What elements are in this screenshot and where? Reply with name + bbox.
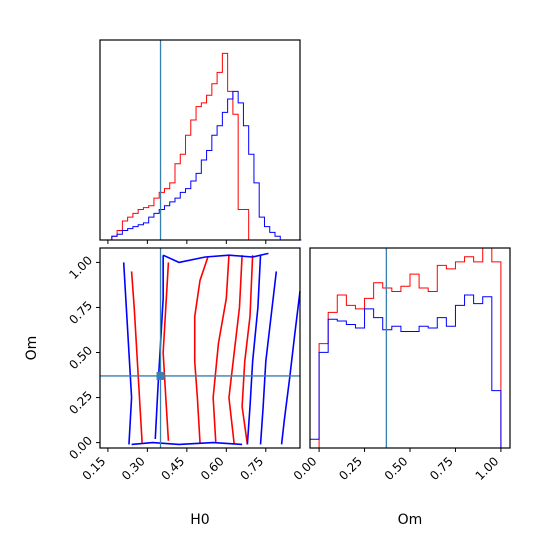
contour-series-0-line-3: [193, 256, 209, 443]
contour-ytick-label-2: 0.50: [66, 343, 95, 372]
contour-series-0-line-4: [162, 262, 170, 441]
om-hist-series-0: [310, 247, 510, 449]
contour-series-0-line-5: [130, 271, 143, 443]
truth-marker: [156, 371, 165, 380]
h0-hist-series-1: [101, 90, 302, 241]
h0-hist-series-0: [101, 52, 302, 241]
om-histogram-panel: 0.00 0.25 0.50 0.75 1.00 Om: [291, 247, 511, 528]
om-hist-xtick-label-2: 0.50: [382, 454, 411, 483]
contour-frame: [99, 247, 301, 449]
contour-series-0-line-1: [228, 255, 243, 445]
contour-series-1-line-6: [131, 441, 243, 446]
om-hist-axis-title: Om: [398, 512, 423, 528]
contour-ytick-label-4: 1.00: [66, 253, 95, 282]
contour-ytick-label-1: 0.25: [66, 388, 95, 417]
contour-series-1-line-2: [246, 255, 262, 445]
contour-xtick-label-0: 0.15: [80, 454, 109, 483]
contour-xtick-label-1: 0.30: [119, 454, 148, 483]
h0-axis-title: H0: [190, 512, 209, 528]
h0-hist-frame: [99, 39, 301, 241]
om-hist-series-1: [309, 294, 510, 449]
contour-xtick-label-3: 0.60: [198, 454, 227, 483]
h0-om-contour-panel: 0.15 0.30 0.45 0.60 0.75 0.00 0.25 0.50 0.75 1.00…: [24, 247, 301, 528]
om-hist-xtick-label-4: 1.00: [473, 454, 502, 483]
om-hist-xtick-label-1: 0.25: [336, 454, 365, 483]
contour-series-1-line-4: [154, 255, 164, 440]
contour-ytick-label-3: 0.75: [66, 298, 95, 327]
om-hist-xtick-label-3: 0.75: [427, 454, 456, 483]
h0-histogram-panel: [99, 39, 302, 244]
contour-series-1-line-0: [280, 291, 301, 445]
contour-series-0-line-0: [241, 255, 254, 445]
contour-series-1-line-1: [259, 271, 278, 445]
contour-xtick-label-4: 0.75: [237, 454, 266, 483]
om-axis-title: Om: [24, 336, 40, 361]
contour-ytick-label-0: 0.00: [66, 433, 95, 462]
contour-series-1-line-5: [122, 262, 133, 445]
contour-xtick-label-2: 0.45: [159, 454, 188, 483]
contour-series-1-line-3: [162, 252, 269, 264]
contour-series-0-line-2: [212, 255, 230, 443]
om-hist-xtick-label-0: 0.00: [291, 454, 320, 483]
